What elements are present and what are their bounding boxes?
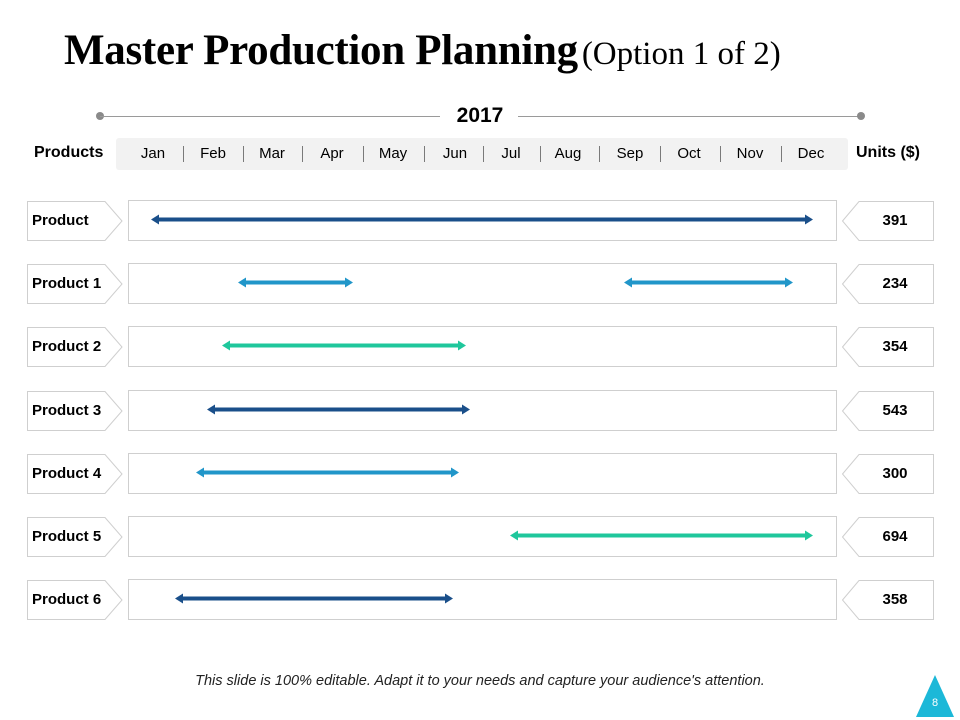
product-label: Product 5 (32, 528, 102, 545)
units-value: 391 (882, 212, 908, 229)
arrow-left-icon (624, 277, 632, 288)
month-separator (659, 146, 661, 162)
product-label: Product 4 (32, 465, 102, 482)
product-label: Product 1 (32, 275, 102, 292)
product-row: Product 5 694 (0, 516, 960, 558)
units-value: 694 (882, 528, 908, 545)
product-row: Product 6 358 (0, 579, 960, 621)
product-label-tag: Product 3 (27, 391, 123, 431)
month-separator (183, 146, 184, 162)
month-label: Apr (320, 145, 344, 162)
page-number: 8 (931, 697, 939, 709)
month-label: Mar (259, 145, 285, 162)
timeline-bars (196, 467, 459, 478)
timeline-bars (222, 340, 466, 351)
timeline-line-right (518, 116, 862, 117)
product-label-tag: Product (27, 201, 123, 241)
product-label-tag: Product 2 (27, 327, 123, 367)
timeline-bars (238, 277, 793, 288)
product-label-tag: Product 1 (27, 264, 123, 304)
title-subtitle: (Option 1 of 2) (581, 36, 781, 72)
arrow-right-icon (462, 404, 470, 415)
month-label: Jul (501, 145, 521, 162)
arrow-left-icon (207, 404, 215, 415)
product-label-tag: Product 5 (27, 517, 123, 557)
arrow-right-icon (805, 530, 813, 541)
arrow-left-icon (510, 530, 518, 541)
product-label: Product 6 (32, 591, 102, 608)
month-label: Nov (736, 145, 764, 162)
units-value-tag: 234 (842, 264, 934, 304)
arrow-right-icon (458, 340, 466, 351)
units-value-tag: 391 (842, 201, 934, 241)
product-row: Product 4 300 (0, 453, 960, 495)
month-label: Dec (797, 145, 825, 162)
footer-note: This slide is 100% editable. Adapt it to… (195, 673, 765, 689)
month-separator (483, 146, 484, 162)
arrow-left-icon (196, 467, 204, 478)
units-value-tag: 543 (842, 391, 934, 431)
units-value-tag: 694 (842, 517, 934, 557)
product-label-tag: Product 6 (27, 580, 123, 620)
page-number-badge: 8 (908, 675, 954, 717)
timeline-bars (510, 530, 813, 541)
month-separator (242, 146, 244, 162)
product-row: Product 391 (0, 200, 960, 242)
units-value: 543 (882, 402, 908, 419)
arrow-right-icon (451, 467, 459, 478)
month-label: Sep (616, 145, 644, 162)
units-value: 354 (882, 338, 908, 355)
month-label: Feb (200, 145, 226, 162)
products-header: Products (34, 144, 104, 161)
month-separator (780, 146, 782, 162)
timeline-bars (207, 404, 470, 415)
triangle-icon (916, 675, 954, 717)
units-value: 300 (882, 465, 908, 482)
month-separator (302, 146, 303, 162)
arrow-left-icon (151, 214, 159, 225)
units-value-tag: 354 (842, 327, 934, 367)
month-header-strip: Jan Feb Mar Apr May Jun Jul Aug Sep Oct Nov Dec (116, 138, 848, 170)
product-label: Product 3 (32, 402, 102, 419)
arrow-right-icon (345, 277, 353, 288)
product-row: Product 1 234 (0, 263, 960, 305)
title-main: Master Production Planning (64, 27, 578, 74)
month-label: Jun (442, 145, 468, 162)
units-value-tag: 358 (842, 580, 934, 620)
slide-title: Master Production Planning (Option 1 of … (64, 26, 781, 75)
month-separator (599, 146, 600, 162)
month-label: Aug (554, 145, 582, 162)
month-label: Jan (140, 145, 166, 162)
month-separator (424, 146, 425, 162)
timeline-end-dot (857, 112, 865, 120)
month-separator (719, 146, 721, 162)
product-row: Product 2 354 (0, 326, 960, 368)
product-label: Product 2 (32, 338, 102, 355)
arrow-right-icon (785, 277, 793, 288)
timeline-line-left (100, 116, 440, 117)
month-label: Oct (677, 145, 701, 162)
month-separator (362, 146, 364, 162)
units-value: 358 (882, 591, 908, 608)
year-label: 2017 (456, 104, 504, 127)
arrow-left-icon (222, 340, 230, 351)
product-row: Product 3 543 (0, 390, 960, 432)
arrow-left-icon (238, 277, 246, 288)
arrow-left-icon (175, 593, 183, 604)
timeline-bars (151, 214, 813, 225)
month-separator (539, 146, 541, 162)
arrow-right-icon (445, 593, 453, 604)
timeline-bars (175, 593, 453, 604)
units-value: 234 (882, 275, 908, 292)
product-label-tag: Product 4 (27, 454, 123, 494)
units-header: Units ($) (856, 144, 920, 161)
arrow-right-icon (805, 214, 813, 225)
month-label: May (378, 145, 408, 162)
units-value-tag: 300 (842, 454, 934, 494)
product-label: Product (32, 212, 89, 229)
